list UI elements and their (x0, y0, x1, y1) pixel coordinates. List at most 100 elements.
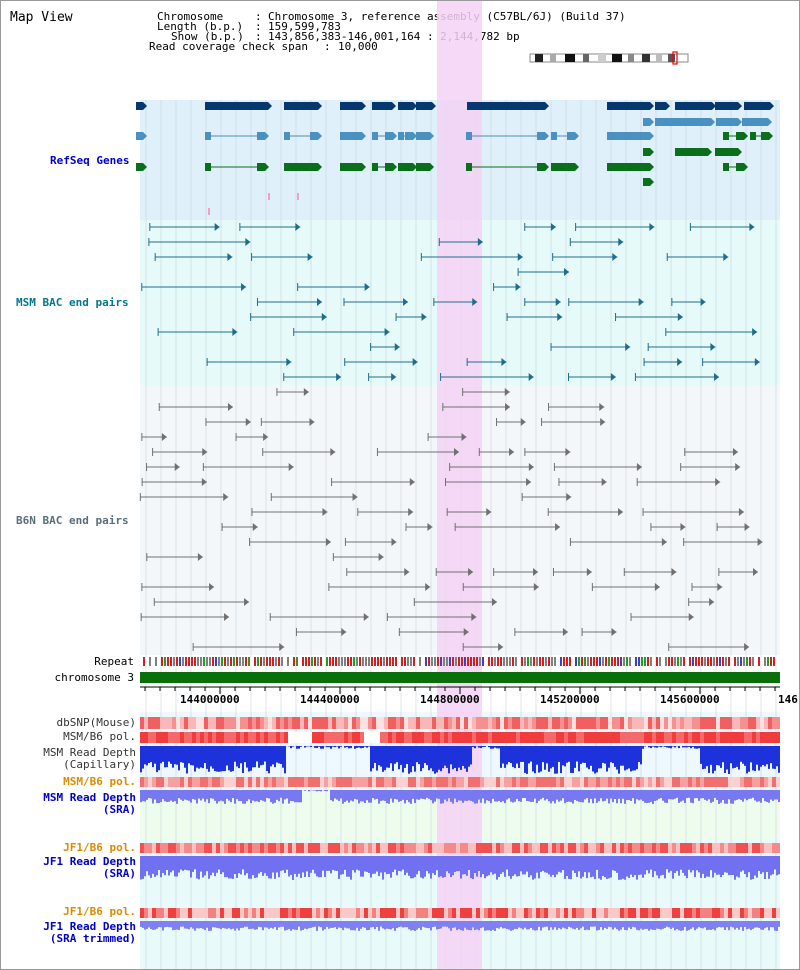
heat-cell (752, 843, 756, 853)
heat-cell (484, 717, 488, 729)
depth-bar (456, 746, 458, 772)
depth-bar (468, 921, 470, 931)
repeat-mark (368, 657, 370, 666)
depth-bar (676, 790, 678, 798)
heat-cell (328, 732, 332, 743)
heat-cell (152, 777, 156, 787)
depth-bar (350, 790, 352, 801)
colon-4: : (324, 40, 331, 53)
b6n-bac-track-label[interactable]: B6N BAC end pairs (16, 514, 129, 527)
heat-cell (668, 777, 672, 787)
depth-bar (254, 746, 256, 768)
depth-bar (336, 856, 338, 871)
depth-bar (450, 746, 452, 765)
msm-bac-track-label[interactable]: MSM BAC end pairs (16, 296, 129, 309)
heat-cell (704, 717, 708, 729)
repeat-mark (533, 657, 535, 666)
heat-cell (592, 717, 596, 729)
repeat-mark (608, 657, 610, 666)
repeat-mark (500, 657, 502, 666)
chromosome-ideogram[interactable] (528, 51, 692, 65)
heat-cell (420, 717, 424, 729)
depth-bar (144, 746, 146, 765)
heat-cell (444, 843, 448, 853)
depth-bar (534, 921, 536, 931)
depth-bar (340, 921, 342, 928)
depth-bar (414, 921, 416, 931)
depth-bar (754, 856, 756, 876)
depth-bar (142, 921, 144, 928)
heat-cell (248, 843, 252, 853)
depth-bar (206, 856, 208, 872)
depth-bar (590, 921, 592, 927)
depth-bar (384, 856, 386, 873)
heat-cell (672, 732, 676, 743)
depth-bar (722, 856, 724, 875)
heat-cell (772, 908, 776, 918)
heat-cell (444, 777, 448, 787)
depth-bar (190, 746, 192, 766)
depth-bar (664, 856, 666, 879)
depth-bar (288, 921, 290, 930)
gene-arrow (666, 102, 670, 110)
depth-bar (316, 790, 318, 792)
repeat-mark (623, 657, 625, 666)
depth-bar (420, 856, 422, 878)
repeat-mark (398, 657, 400, 666)
depth-bar (720, 790, 722, 803)
heat-cell (344, 908, 348, 918)
msm-bac-pair-end (384, 328, 390, 336)
depth-bar (740, 790, 742, 800)
repeat-mark (380, 657, 382, 666)
depth-bar (150, 746, 152, 763)
repeat-mark (212, 657, 214, 666)
heat-cell (400, 732, 404, 743)
repeat-mark (641, 657, 643, 666)
refseq-track-label[interactable]: RefSeq Genes (50, 154, 130, 167)
depth-bar (516, 856, 518, 877)
depth-bar (362, 921, 364, 928)
depth-bar (658, 856, 660, 879)
repeat-mark (737, 657, 739, 666)
depth-bar (596, 790, 598, 803)
heat-cell (492, 908, 496, 918)
depth-bar (592, 856, 594, 877)
heat-cell (260, 843, 264, 853)
depth-bar (252, 790, 254, 801)
heat-cell (680, 732, 684, 743)
depth-bar (332, 790, 334, 802)
heat-cell (608, 777, 612, 787)
depth-bar (570, 921, 572, 928)
depth-bar (622, 790, 624, 799)
depth-bar (622, 746, 624, 766)
repeat-mark (734, 657, 736, 666)
depth-bar (438, 790, 440, 799)
depth-bar (612, 921, 614, 930)
heat-cell (508, 732, 512, 743)
depth-bar (386, 856, 388, 875)
heat-cell (340, 717, 344, 729)
depth-bar (390, 746, 392, 764)
repeat-mark (689, 657, 691, 666)
depth-bar (422, 746, 424, 769)
b6n-bac-pair-end (391, 538, 397, 546)
axis-tick-label: 146 (778, 693, 798, 706)
depth-bar (144, 921, 146, 930)
depth-bar (366, 921, 368, 931)
depth-bar (188, 790, 190, 801)
heat-cell (540, 732, 544, 743)
depth-bar (330, 921, 332, 928)
depth-bar (646, 856, 648, 871)
gene-exon (398, 132, 404, 140)
heat-cell (756, 717, 760, 729)
depth-bar (726, 856, 728, 873)
depth-bar (358, 790, 360, 804)
depth-bar (414, 790, 416, 804)
repeat-mark (584, 657, 586, 666)
chromosome-track-label: chromosome 3 (54, 671, 134, 684)
depth-bar (558, 856, 560, 872)
repeat-mark (566, 657, 568, 666)
depth-bar (772, 790, 774, 801)
depth-bar (456, 790, 458, 803)
